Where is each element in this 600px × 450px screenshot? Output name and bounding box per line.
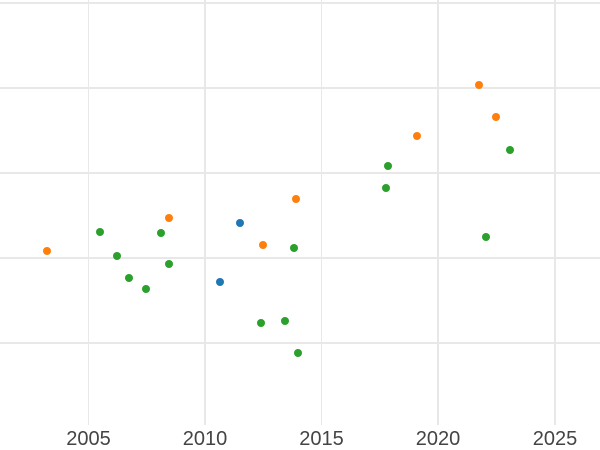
data-point	[294, 349, 302, 357]
data-point	[290, 244, 298, 252]
y-gridline	[0, 2, 600, 4]
y-gridline	[0, 87, 600, 89]
data-point	[482, 233, 490, 241]
data-point	[165, 260, 173, 268]
x-tick-label: 2010	[182, 428, 228, 450]
data-point	[413, 132, 421, 140]
data-point	[384, 162, 392, 170]
data-point	[216, 278, 224, 286]
x-tick-label: 2025	[532, 428, 578, 450]
data-point	[125, 274, 133, 282]
data-point	[475, 81, 483, 89]
data-point	[382, 184, 390, 192]
x-tick-label: 2020	[415, 428, 461, 450]
data-point	[257, 319, 265, 327]
data-point	[281, 317, 289, 325]
x-gridline	[554, 0, 556, 425]
plot-area	[0, 0, 600, 425]
x-tick-label: 2005	[66, 428, 111, 450]
data-point	[492, 113, 500, 121]
data-point	[292, 195, 300, 203]
x-tick-label: 2015	[299, 428, 344, 450]
data-point	[259, 241, 267, 249]
data-point	[236, 219, 244, 227]
x-gridline	[320, 0, 323, 425]
data-point	[157, 229, 165, 237]
x-gridline	[204, 0, 206, 425]
data-point	[43, 247, 51, 255]
data-point	[113, 252, 121, 260]
data-point	[96, 228, 104, 236]
data-point	[165, 214, 173, 222]
x-gridline	[87, 0, 90, 425]
y-gridline	[0, 172, 600, 174]
x-gridline	[437, 0, 439, 425]
data-point	[142, 285, 150, 293]
y-gridline	[0, 342, 600, 344]
y-gridline	[0, 257, 600, 259]
data-point	[506, 146, 514, 154]
